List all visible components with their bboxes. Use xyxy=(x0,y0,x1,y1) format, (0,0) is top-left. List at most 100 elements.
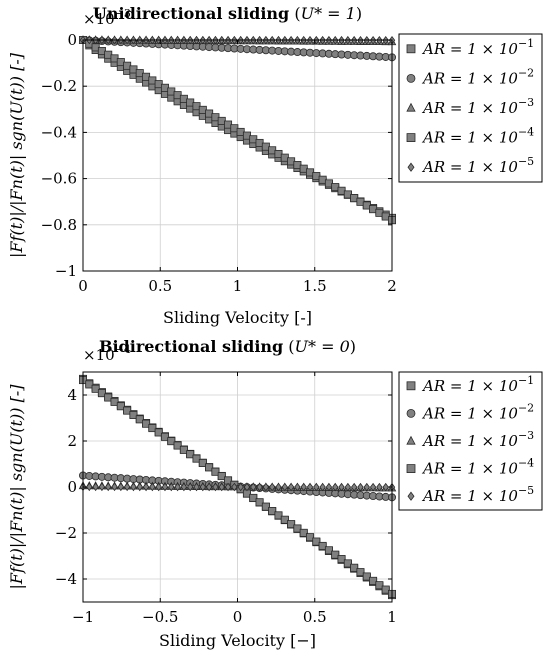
data-point xyxy=(287,482,295,492)
data-point xyxy=(382,482,389,492)
data-point xyxy=(363,482,370,492)
y-tick-label: 2 xyxy=(67,432,77,450)
data-point xyxy=(130,482,137,492)
x-tick-label: −0.5 xyxy=(142,608,178,626)
series-4 xyxy=(79,36,396,225)
data-point xyxy=(369,482,377,492)
legend-entry: AR = 1 × 10−2 xyxy=(421,66,534,87)
legend-marker xyxy=(406,408,416,418)
data-point xyxy=(287,520,296,529)
data-point xyxy=(154,428,163,437)
data-point xyxy=(174,482,181,492)
data-point xyxy=(92,482,99,492)
x-tick-label: 1 xyxy=(233,277,243,295)
legend: AR = 1 × 10−1 AR = 1 × 10−2 AR = 1 × 10−3 A… xyxy=(398,33,543,183)
data-point xyxy=(306,482,314,492)
x-tick-label: 1.5 xyxy=(303,277,327,295)
y-tick-label: −0.6 xyxy=(41,170,77,188)
legend: AR = 1 × 10−1 AR = 1 × 10−2 AR = 1 × 10−3 A… xyxy=(398,371,543,511)
data-point xyxy=(116,402,125,411)
data-point xyxy=(318,541,327,550)
data-point xyxy=(173,441,182,450)
legend-marker xyxy=(407,162,415,172)
data-point xyxy=(362,572,371,581)
legend-entry: AR = 1 × 10−4 xyxy=(421,457,534,478)
y-tick-label: −0.8 xyxy=(41,216,77,234)
data-point xyxy=(274,511,283,520)
data-point xyxy=(293,524,302,533)
y-tick-label: −4 xyxy=(55,570,77,588)
data-point xyxy=(324,546,333,555)
data-point xyxy=(300,482,307,492)
data-point xyxy=(217,472,226,481)
data-point xyxy=(155,482,162,492)
y-tick-label: 4 xyxy=(67,386,77,404)
legend-entry: AR = 1 × 10−3 xyxy=(421,429,534,450)
data-point xyxy=(332,482,339,492)
data-point xyxy=(243,482,251,492)
data-point xyxy=(280,515,289,524)
legend-entry: AR = 1 × 10−5 xyxy=(421,484,534,505)
x-axis-label: Sliding Velocity [−] xyxy=(159,631,316,650)
y-tick-label: 0 xyxy=(67,31,77,49)
y-tick-label: 0 xyxy=(67,478,77,496)
data-point xyxy=(110,397,119,406)
data-point xyxy=(231,482,238,492)
y-axis-label: |Ff(t)|/|Fn(t)| sgn(U(t)) [-] xyxy=(7,384,26,590)
legend-entry: AR = 1 × 10−5 xyxy=(421,155,534,176)
legend-marker xyxy=(406,74,416,83)
data-point xyxy=(160,432,169,441)
x-axis-label: Sliding Velocity [-] xyxy=(163,308,312,327)
data-point xyxy=(123,406,132,415)
data-point xyxy=(149,482,156,492)
legend-marker xyxy=(406,44,416,54)
data-point xyxy=(313,482,320,492)
x-tick-label: 0.5 xyxy=(303,608,327,626)
data-point xyxy=(129,410,138,419)
x-tick-label: 0 xyxy=(78,277,88,295)
data-point xyxy=(199,482,207,492)
data-point xyxy=(357,482,364,492)
legend-entry: AR = 1 × 10−3 xyxy=(421,96,534,117)
legend-marker xyxy=(406,381,416,391)
data-point xyxy=(369,576,378,585)
data-point xyxy=(211,467,220,476)
legend-marker xyxy=(406,435,416,445)
data-point xyxy=(111,482,118,492)
data-point xyxy=(123,482,131,492)
data-point xyxy=(281,482,288,492)
data-point xyxy=(117,482,125,492)
series-4 xyxy=(79,376,396,598)
data-point xyxy=(104,393,113,402)
axis-scale-factor: ×10−3 xyxy=(83,7,131,28)
x-tick-label: 2 xyxy=(387,277,397,295)
data-point xyxy=(306,533,315,542)
data-point xyxy=(135,415,144,424)
data-point xyxy=(261,502,270,511)
data-point xyxy=(262,482,270,492)
data-point xyxy=(376,482,383,492)
legend-box xyxy=(398,33,543,183)
data-point xyxy=(237,482,244,492)
data-point xyxy=(255,498,264,507)
x-tick-label: 0.5 xyxy=(148,277,172,295)
data-point xyxy=(350,563,359,572)
data-point xyxy=(319,482,326,492)
data-point xyxy=(97,389,106,398)
data-point xyxy=(142,482,150,492)
legend-marker xyxy=(406,133,416,143)
x-tick-label: −1 xyxy=(72,608,94,626)
data-point xyxy=(142,419,151,428)
data-point xyxy=(86,482,93,492)
data-point xyxy=(105,482,112,492)
data-point xyxy=(179,445,188,454)
data-point xyxy=(205,482,213,492)
y-tick-label: −0.4 xyxy=(41,123,77,141)
data-point xyxy=(356,568,365,577)
data-point xyxy=(375,581,384,590)
data-point xyxy=(91,384,100,393)
data-point xyxy=(192,454,201,463)
data-point xyxy=(312,537,321,546)
